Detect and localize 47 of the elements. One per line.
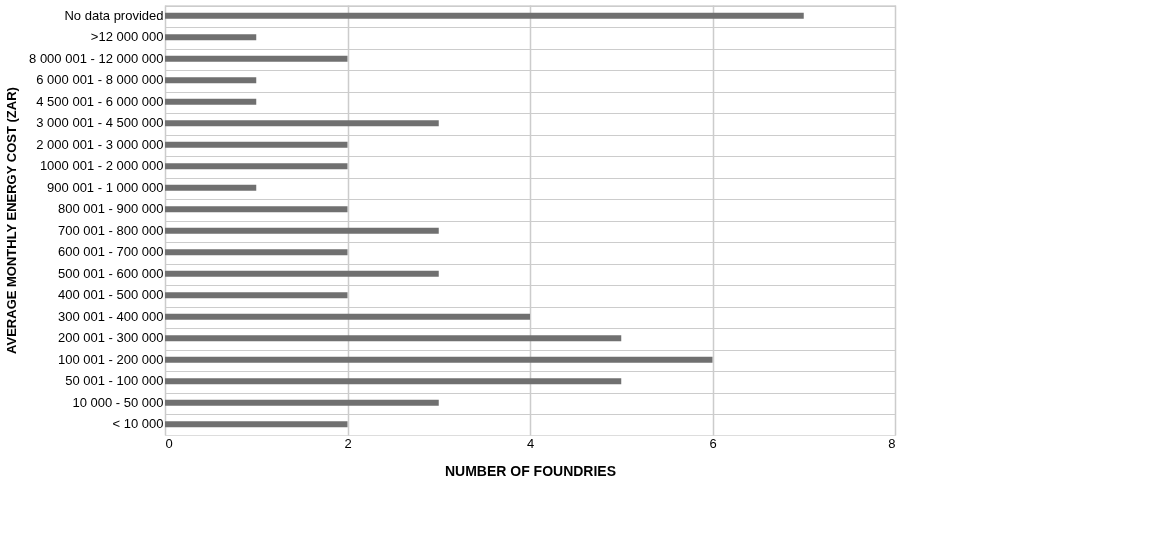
y-axis-title: AVERAGE MONTHLY ENERGY COST (ZAR) bbox=[4, 87, 20, 354]
bar bbox=[165, 98, 257, 105]
x-tick-label: 8 bbox=[888, 435, 896, 451]
bar bbox=[165, 313, 530, 320]
y-tick-label: >12 000 000 bbox=[90, 29, 164, 45]
bar bbox=[165, 34, 257, 41]
x-axis-title: NUMBER OF FOUNDRIES bbox=[444, 462, 617, 479]
y-tick-label: 100 001 - 200 000 bbox=[57, 351, 164, 367]
y-tick-label: < 10 000 bbox=[112, 416, 164, 432]
x-tick-label: 0 bbox=[165, 435, 173, 451]
bar bbox=[165, 421, 348, 428]
bar bbox=[165, 227, 439, 234]
y-tick-label: 300 001 - 400 000 bbox=[57, 308, 164, 324]
y-tick-label: 1000 001 - 2 000 000 bbox=[39, 158, 164, 174]
y-tick-label: 800 001 - 900 000 bbox=[57, 201, 164, 217]
bar bbox=[165, 184, 257, 191]
y-tick-label: 4 500 001 - 6 000 000 bbox=[36, 93, 164, 109]
bar bbox=[165, 356, 713, 363]
bar bbox=[165, 12, 804, 19]
y-tick-label: 700 001 - 800 000 bbox=[57, 222, 164, 238]
bar bbox=[165, 55, 348, 62]
y-tick-label: No data provided bbox=[64, 7, 164, 23]
y-tick-label: 900 001 - 1 000 000 bbox=[47, 179, 164, 195]
bar bbox=[165, 163, 348, 170]
bar bbox=[165, 378, 622, 385]
bar bbox=[165, 141, 348, 148]
y-tick-label: 600 001 - 700 000 bbox=[57, 244, 164, 260]
bar bbox=[165, 120, 439, 127]
y-tick-label: 10 000 - 50 000 bbox=[72, 394, 164, 410]
y-tick-label: 8 000 001 - 12 000 000 bbox=[29, 50, 164, 66]
y-tick-label: 200 001 - 300 000 bbox=[57, 330, 164, 346]
y-tick-label: 2 000 001 - 3 000 000 bbox=[36, 136, 164, 152]
y-tick-label: 6 000 001 - 8 000 000 bbox=[36, 72, 164, 88]
y-tick-label: 500 001 - 600 000 bbox=[57, 265, 164, 281]
y-tick-label: 50 001 - 100 000 bbox=[65, 373, 164, 389]
bar bbox=[165, 77, 257, 84]
x-tick-label: 2 bbox=[344, 435, 352, 451]
bar bbox=[165, 206, 348, 213]
bar bbox=[165, 292, 348, 299]
bar bbox=[165, 270, 439, 277]
bar bbox=[165, 249, 348, 256]
y-tick-label: 400 001 - 500 000 bbox=[57, 287, 164, 303]
y-tick-label: 3 000 001 - 4 500 000 bbox=[36, 115, 164, 131]
bar bbox=[165, 335, 622, 342]
x-tick-label: 6 bbox=[709, 435, 717, 451]
bar bbox=[165, 399, 439, 406]
x-tick-label: 4 bbox=[526, 435, 535, 451]
